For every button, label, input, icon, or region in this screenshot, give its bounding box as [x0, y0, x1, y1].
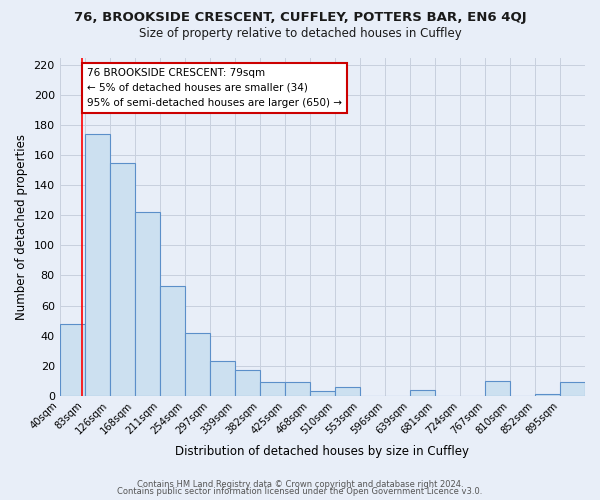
Text: Contains HM Land Registry data © Crown copyright and database right 2024.: Contains HM Land Registry data © Crown c… [137, 480, 463, 489]
Bar [59, 324, 85, 396]
Bar [535, 394, 560, 396]
Bar [85, 134, 110, 396]
Bar [335, 386, 360, 396]
Bar [135, 212, 160, 396]
Bar [260, 382, 285, 396]
Text: Contains public sector information licensed under the Open Government Licence v3: Contains public sector information licen… [118, 487, 482, 496]
X-axis label: Distribution of detached houses by size in Cuffley: Distribution of detached houses by size … [175, 444, 469, 458]
Text: 76, BROOKSIDE CRESCENT, CUFFLEY, POTTERS BAR, EN6 4QJ: 76, BROOKSIDE CRESCENT, CUFFLEY, POTTERS… [74, 11, 526, 24]
Bar [485, 380, 510, 396]
Y-axis label: Number of detached properties: Number of detached properties [15, 134, 28, 320]
Bar [185, 332, 210, 396]
Text: 76 BROOKSIDE CRESCENT: 79sqm
← 5% of detached houses are smaller (34)
95% of sem: 76 BROOKSIDE CRESCENT: 79sqm ← 5% of det… [87, 68, 342, 108]
Bar [235, 370, 260, 396]
Bar [410, 390, 435, 396]
Bar [210, 361, 235, 396]
Bar [310, 391, 335, 396]
Bar [285, 382, 310, 396]
Bar [160, 286, 185, 396]
Bar [110, 162, 135, 396]
Text: Size of property relative to detached houses in Cuffley: Size of property relative to detached ho… [139, 28, 461, 40]
Bar [560, 382, 585, 396]
